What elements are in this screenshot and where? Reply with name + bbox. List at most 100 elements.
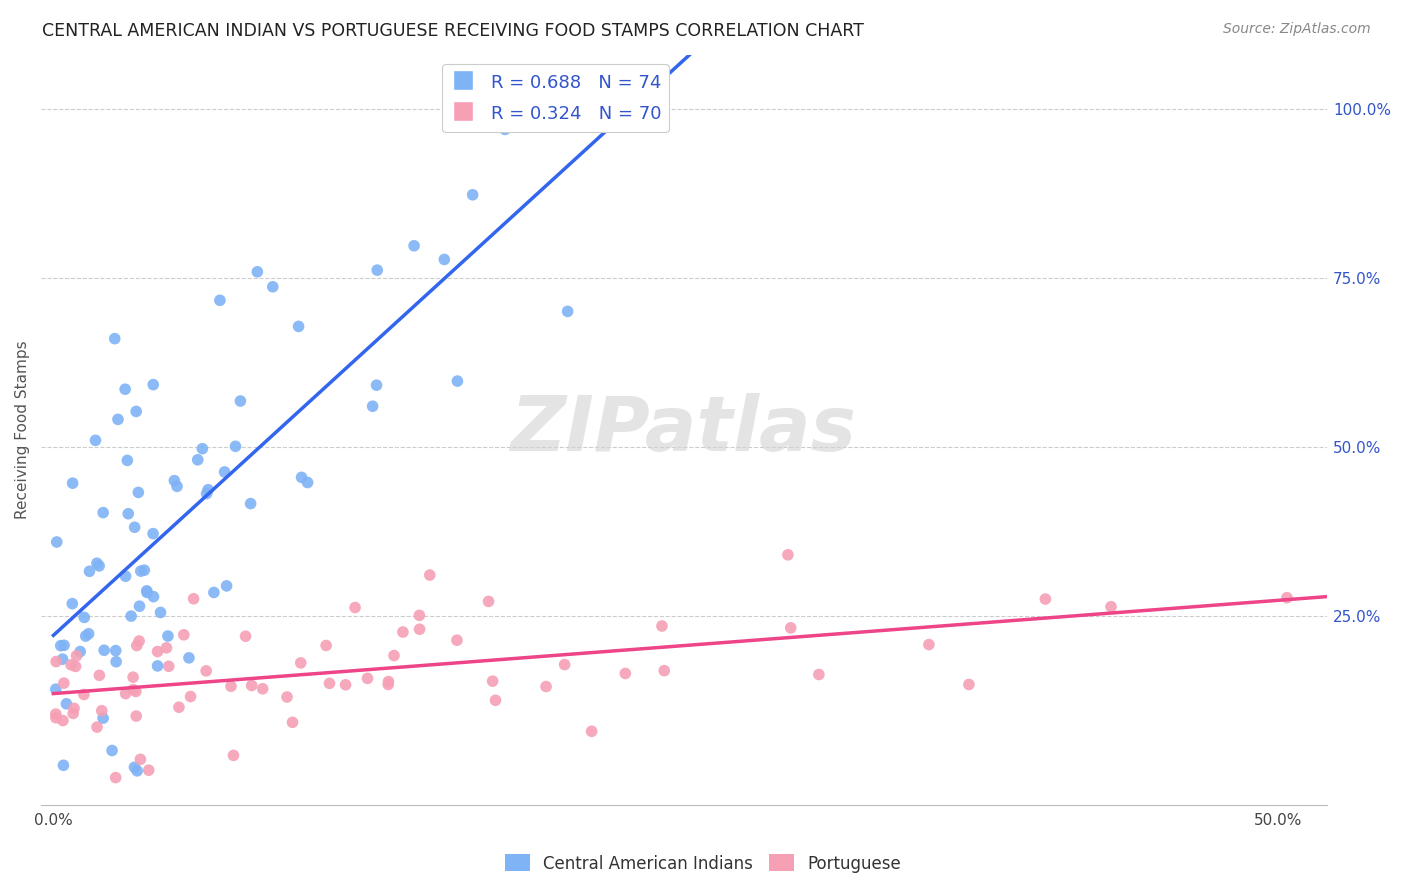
Point [229,394,252,409]
Point [651,619,673,633]
Point [104,643,127,657]
Point [155,640,177,655]
Point [652,664,675,678]
Point [128,634,150,648]
Point [146,659,169,673]
Point [382,648,405,663]
Point [163,474,186,488]
Point [377,677,399,691]
Point [65,648,87,663]
Point [167,700,190,714]
Point [195,664,218,678]
Point [134,563,156,577]
Point [63,701,86,715]
Point [122,682,145,697]
Point [60,597,83,611]
Point [86,720,108,734]
Point [191,442,214,456]
Point [461,187,484,202]
Point [807,667,830,681]
Point [128,599,150,614]
Point [297,475,319,490]
Point [114,569,136,583]
Point [62,706,84,721]
Point [114,687,136,701]
Point [918,638,941,652]
Point [1035,592,1057,607]
Point [49,639,72,653]
Point [75,629,97,643]
Point [127,485,149,500]
Point [142,590,165,604]
Point [138,763,160,777]
Point [166,479,188,493]
Point [614,666,637,681]
Point [290,470,312,484]
Point [73,610,96,624]
Point [45,655,67,669]
Point [366,263,388,277]
Point [62,476,84,491]
Point [129,564,152,578]
Point [433,252,456,267]
Point [361,399,384,413]
Point [124,520,146,534]
Legend: R = 0.688   N = 74, R = 0.324   N = 70: R = 0.688 N = 74, R = 0.324 N = 70 [443,64,669,132]
Point [149,606,172,620]
Point [1275,591,1298,605]
Point [52,758,75,772]
Point [117,453,139,467]
Point [197,483,219,497]
Point [252,681,274,696]
Point [494,122,516,136]
Point [208,293,231,308]
Point [222,748,245,763]
Point [91,506,114,520]
Point [90,704,112,718]
Point [318,676,340,690]
Point [557,304,579,318]
Point [281,715,304,730]
Point [77,626,100,640]
Point [177,650,200,665]
Point [246,265,269,279]
Point [446,374,468,388]
Point [79,564,101,578]
Point [125,639,148,653]
Point [45,535,67,549]
Point [105,655,128,669]
Point [53,638,76,652]
Point [122,670,145,684]
Point [89,558,111,573]
Point [142,526,165,541]
Point [91,711,114,725]
Point [129,752,152,766]
Point [135,583,157,598]
Point [481,674,503,689]
Point [287,319,309,334]
Point [86,556,108,570]
Point [52,676,75,690]
Point [315,639,337,653]
Point [127,764,149,778]
Point [69,644,91,658]
Text: CENTRAL AMERICAN INDIAN VS PORTUGUESE RECEIVING FOOD STAMPS CORRELATION CHART: CENTRAL AMERICAN INDIAN VS PORTUGUESE RE… [42,22,865,40]
Point [120,609,142,624]
Point [187,452,209,467]
Point [183,591,205,606]
Point [65,659,87,673]
Point [534,680,557,694]
Point [180,690,202,704]
Point [156,629,179,643]
Point [1099,599,1122,614]
Point [344,600,367,615]
Point [173,628,195,642]
Point [214,465,236,479]
Text: ZIPatlas: ZIPatlas [512,392,858,467]
Point [408,608,430,623]
Point [104,332,127,346]
Point [195,486,218,500]
Point [101,743,124,757]
Point [45,682,67,697]
Point [392,625,415,640]
